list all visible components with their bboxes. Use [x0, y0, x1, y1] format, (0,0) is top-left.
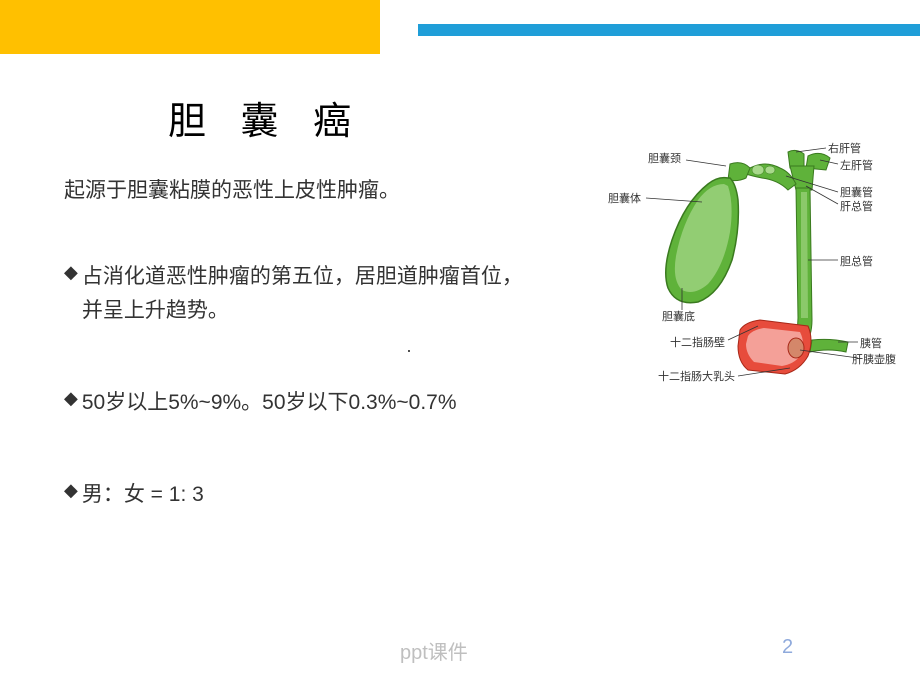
footer-label: ppt课件	[400, 636, 468, 665]
center-dot: ·	[406, 340, 412, 361]
bullet-text: 50岁以上5%~9%。50岁以下0.3%~0.7%	[82, 386, 457, 420]
blue-accent-strip	[418, 24, 920, 36]
diamond-bullet-icon: ◆	[64, 478, 78, 503]
bullet-item-1: ◆ 占消化道恶性肿瘤的第五位，居胆道肿瘤首位， 并呈上升趋势。	[64, 260, 523, 327]
label-common-bile: 胆总管	[840, 253, 873, 269]
label-body: 胆囊体	[608, 190, 641, 206]
diamond-bullet-icon: ◆	[64, 260, 78, 285]
bullet-text: 占消化道恶性肿瘤的第五位，居胆道肿瘤首位， 并呈上升趋势。	[82, 260, 523, 327]
label-ampulla: 肝胰壶腹	[852, 351, 896, 367]
bullet-item-2: ◆ 50岁以上5%~9%。50岁以下0.3%~0.7%	[64, 386, 457, 420]
slide-subtitle: 起源于胆囊粘膜的恶性上皮性肿瘤。	[64, 174, 400, 204]
label-pancreatic-duct: 胰管	[860, 335, 882, 351]
label-neck: 胆囊颈	[648, 150, 681, 166]
bullet-text: 男：女 = 1: 3	[82, 478, 204, 512]
slide-title: 胆 囊 癌	[168, 90, 363, 145]
gallbladder-anatomy-diagram: 胆囊颈 胆囊体 胆囊底 右肝管 左肝管 胆囊管 肝总管 胆总管 十二指肠壁 十二…	[590, 140, 900, 390]
page-number: 2	[782, 636, 793, 659]
label-hepatic-duct: 肝总管	[840, 198, 873, 214]
header-bar	[0, 0, 920, 54]
label-right-hepatic: 右肝管	[828, 140, 861, 156]
yellow-accent-block	[0, 0, 380, 54]
label-fundus: 胆囊底	[662, 308, 695, 324]
bullet-item-3: ◆ 男：女 = 1: 3	[64, 478, 204, 512]
label-papilla: 十二指肠大乳头	[658, 368, 735, 384]
label-duodenum-wall: 十二指肠壁	[670, 334, 725, 350]
diamond-bullet-icon: ◆	[64, 386, 78, 411]
label-left-hepatic: 左肝管	[840, 157, 873, 173]
